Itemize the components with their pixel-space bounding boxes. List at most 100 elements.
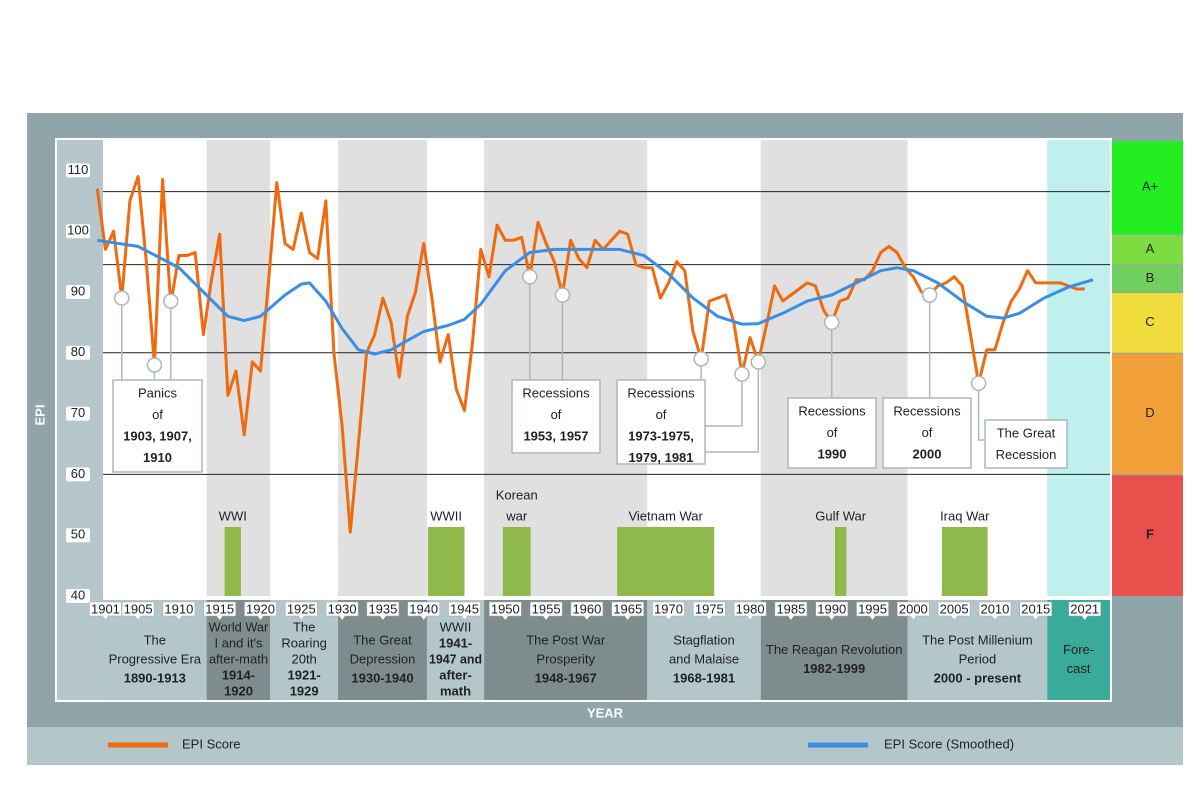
era-label: World War	[209, 619, 269, 634]
callout-text: Recessions	[893, 403, 961, 418]
x-tick-label: 2005	[940, 601, 969, 616]
x-tick-label: 2010	[980, 601, 1009, 616]
x-tick-label: 2015	[1021, 601, 1050, 616]
era-label-bg	[907, 600, 1048, 700]
x-tick-label: 1925	[287, 601, 316, 616]
y-tick-box	[66, 345, 90, 360]
y-axis-label: EPI	[32, 405, 47, 426]
era-label: The Great	[353, 632, 412, 647]
x-tick-box	[121, 601, 155, 621]
era-label: Period	[959, 651, 997, 666]
x-tick-label: 1970	[654, 601, 683, 616]
x-tick-box	[285, 601, 318, 621]
x-tick-box	[937, 601, 971, 621]
era-label: WWII	[440, 619, 472, 634]
x-tick-box	[244, 601, 277, 621]
callout-text: 1973-1975,	[628, 428, 694, 443]
era-label-bg	[426, 600, 485, 700]
x-tick-box	[366, 601, 400, 621]
callout-text: Recession	[996, 447, 1057, 462]
legend-strip	[27, 727, 1183, 765]
era-label-bg	[270, 600, 339, 700]
callout-text: 1903, 1907,	[123, 428, 192, 443]
x-tick-box	[897, 601, 930, 621]
era-label: 1890-1913	[124, 670, 186, 685]
war-label: Iraq War	[940, 508, 990, 523]
era-label: Prosperity	[536, 651, 595, 666]
y-tick-label: 70	[71, 405, 85, 420]
x-tick-box	[407, 601, 440, 621]
series-line	[97, 238, 1094, 356]
era-label-bg	[484, 600, 648, 700]
era-band	[426, 140, 485, 596]
x-tick-label: 2021	[1070, 601, 1099, 616]
y-tick-label: 80	[71, 344, 85, 359]
era-label: 1914-	[222, 667, 255, 682]
callout-text: of	[656, 407, 667, 422]
y-tick-label: 60	[71, 466, 85, 481]
war-bar	[941, 527, 988, 596]
era-label: The Post Millenium	[922, 632, 1033, 647]
x-tick-label: 1955	[532, 601, 561, 616]
x-tick-box	[774, 601, 808, 621]
x-tick-label: 1935	[368, 601, 397, 616]
callout-box	[511, 379, 601, 454]
x-tick-box	[570, 601, 604, 621]
grade-label: F	[1146, 527, 1154, 542]
era-label: 1920	[224, 683, 253, 698]
x-tick-label: 1915	[205, 601, 234, 616]
era-label: 20th	[291, 651, 316, 666]
x-tick-box	[733, 601, 767, 621]
x-tick-label: 1995	[858, 601, 887, 616]
grade-label: B	[1146, 270, 1155, 285]
era-label: after-math	[209, 651, 268, 666]
callout-point	[554, 287, 571, 303]
callout-text: of	[551, 407, 562, 422]
war-bar	[502, 527, 531, 596]
callout-point	[146, 357, 163, 373]
war-bar	[834, 527, 847, 596]
y-tick-box	[66, 467, 90, 482]
callout-point	[162, 293, 179, 309]
grade-label: C	[1145, 314, 1154, 329]
era-label-bg	[103, 600, 207, 700]
era-label: 1921-	[288, 667, 321, 682]
x-tick-label: 1930	[328, 601, 357, 616]
x-tick-label: 1910	[164, 601, 193, 616]
x-tick-box	[89, 601, 122, 621]
callout-text: Recessions	[798, 403, 866, 418]
era-label: 2000 - present	[934, 670, 1022, 685]
era-label: The Reagan Revolution	[766, 642, 903, 657]
callout-line	[977, 390, 985, 441]
era-label: cast	[1067, 661, 1091, 676]
era-band	[760, 140, 908, 596]
grade-band	[1112, 265, 1183, 292]
grade-label: A+	[1142, 179, 1158, 194]
callout-box	[616, 379, 706, 465]
war-bar	[427, 527, 465, 596]
callout-text: of	[827, 425, 838, 440]
era-label: Progressive Era	[109, 651, 202, 666]
x-tick-box	[448, 601, 481, 621]
x-tick-box	[815, 601, 848, 621]
era-label: Depression	[350, 651, 416, 666]
y-tick-label: 110	[68, 162, 89, 177]
era-label: The	[144, 632, 166, 647]
x-tick-label: 1980	[736, 601, 765, 616]
callout-line	[705, 381, 743, 427]
era-label: and Malaise	[669, 651, 739, 666]
x-tick-box	[978, 601, 1012, 621]
x-tick-box	[652, 601, 685, 621]
callout-box	[787, 397, 877, 469]
war-label: Korean	[496, 487, 538, 502]
y-tick-box	[66, 589, 90, 603]
x-tick-label: 1901	[91, 601, 120, 616]
callout-text: Panics	[138, 385, 178, 400]
grade-band	[1112, 353, 1183, 475]
x-tick-label: 1920	[246, 601, 275, 616]
y-tick-box	[66, 224, 90, 239]
era-label: 1941-	[439, 635, 472, 650]
x-tick-box	[693, 601, 726, 621]
war-label: WWI	[219, 508, 247, 523]
